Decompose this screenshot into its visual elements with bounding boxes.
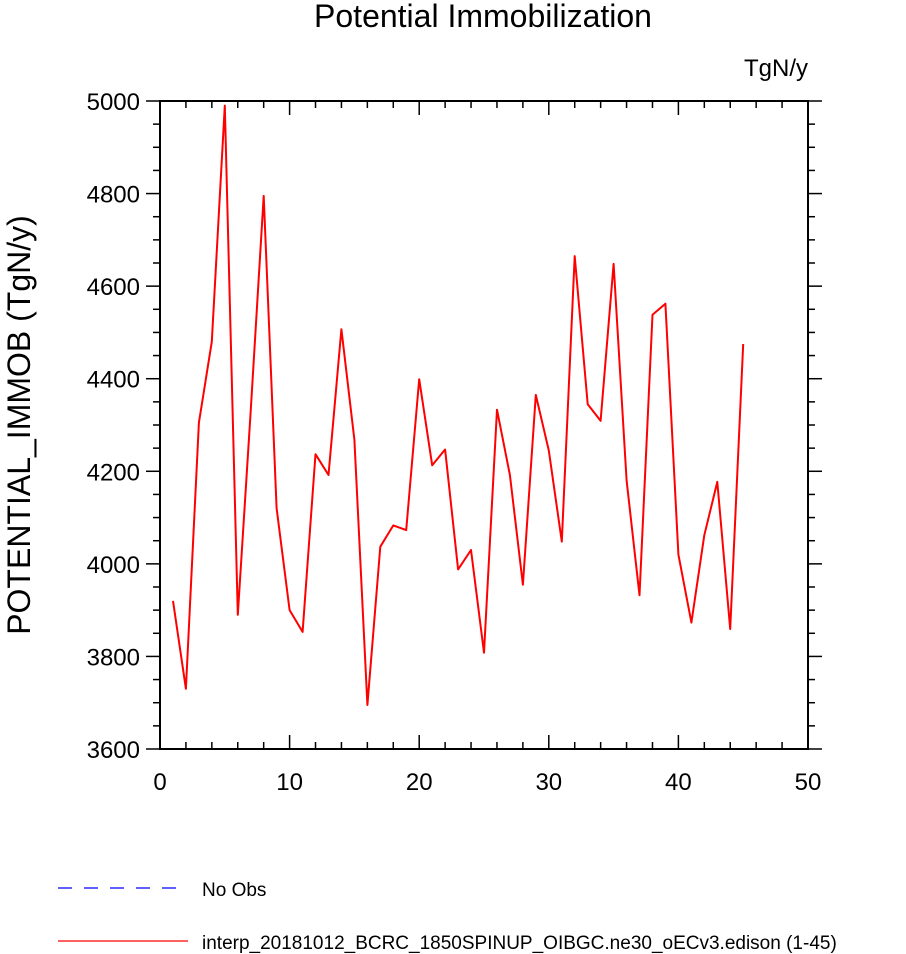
- legend-label-model-run: interp_20181012_BCRC_1850SPINUP_OIBGC.ne…: [202, 933, 837, 954]
- x-tick-label: 10: [276, 769, 303, 796]
- data-series: [172, 104, 745, 706]
- y-tick-label: 3800: [87, 644, 140, 671]
- y-tick-label: 5000: [87, 89, 140, 116]
- y-tick-label: 4800: [87, 182, 140, 209]
- x-tick-label: 40: [665, 769, 692, 796]
- legend-label-no-obs: No Obs: [202, 880, 266, 901]
- y-axis-label: POTENTIAL_IMMOB (TgN/y): [1, 215, 37, 635]
- x-tick-label: 50: [795, 769, 822, 796]
- plot-frame: [159, 100, 809, 750]
- legend: No Obs interp_20181012_BCRC_1850SPINUP_O…: [58, 880, 837, 954]
- y-tick-labels: 3600 3800 4000 4200 4400 4600 4800 5000: [87, 89, 140, 764]
- y-tick-label: 4000: [87, 552, 140, 579]
- x-tick-label: 30: [535, 769, 562, 796]
- y-tick-label: 3600: [87, 737, 140, 764]
- y-tick-label: 4200: [87, 459, 140, 486]
- chart-title: Potential Immobilization: [314, 0, 652, 34]
- axis-ticks: [146, 100, 822, 750]
- x-tick-label: 20: [406, 769, 433, 796]
- y-tick-label: 4400: [87, 367, 140, 394]
- x-tick-labels: 0 10 20 30 40 50: [153, 769, 821, 796]
- y-tick-label: 4600: [87, 274, 140, 301]
- units-label: TgN/y: [744, 55, 808, 82]
- series-line-0: [172, 104, 745, 706]
- x-tick-label: 0: [153, 769, 166, 796]
